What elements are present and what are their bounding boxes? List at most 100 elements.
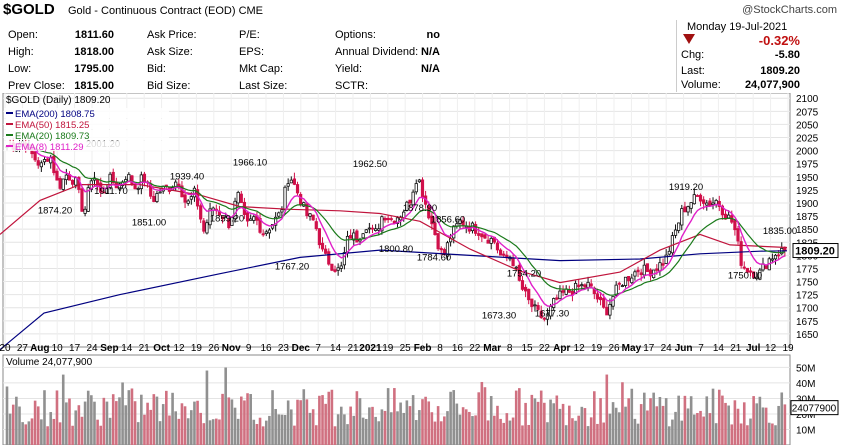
y-tick-label: 2100 bbox=[796, 94, 819, 105]
volume-bar bbox=[530, 394, 534, 445]
volume-axis: 50M 40M 30M 20M 10M 24077900 bbox=[790, 363, 839, 436]
volume-bar bbox=[274, 409, 277, 445]
volume-bar bbox=[583, 408, 587, 445]
volume-bar bbox=[449, 391, 452, 445]
candle-body bbox=[189, 196, 193, 200]
volume-bar bbox=[614, 407, 618, 445]
candle-body bbox=[498, 249, 503, 256]
candle-body bbox=[64, 174, 68, 181]
volume-bar bbox=[343, 414, 346, 445]
volume-bar bbox=[430, 412, 434, 445]
volume-bar bbox=[421, 399, 424, 445]
x-tick-label: Jul bbox=[746, 343, 761, 354]
x-tick-label: 27 bbox=[17, 343, 29, 354]
volume-bar bbox=[99, 425, 103, 445]
candle-body bbox=[277, 212, 281, 217]
y-tick-label: 1650 bbox=[796, 330, 819, 341]
x-tick-label: 19 bbox=[782, 343, 794, 354]
candle-body bbox=[595, 293, 600, 300]
summary-box: Monday 19-Jul-2021 -0.32% Chg: -5.80 Las… bbox=[676, 20, 840, 92]
quote-label: Prev Close: bbox=[8, 80, 65, 92]
volume-bar bbox=[783, 404, 787, 445]
candle-body bbox=[249, 218, 253, 221]
volume-bar bbox=[249, 394, 252, 445]
x-tick-label: 24 bbox=[661, 343, 673, 354]
volume-bar bbox=[596, 423, 599, 445]
y-tick-label: 2000 bbox=[796, 147, 819, 158]
y-tick-label: 1900 bbox=[796, 199, 819, 210]
volume-bar bbox=[461, 407, 465, 445]
volume-bar bbox=[655, 406, 659, 445]
candle-body bbox=[667, 250, 671, 255]
volume-bar bbox=[58, 422, 62, 445]
x-tick-label: 16 bbox=[260, 343, 272, 354]
volume-bar bbox=[546, 422, 549, 445]
price-annotations: 2001.201874.201911.701966.101939.401851.… bbox=[38, 139, 797, 322]
candle-body bbox=[673, 229, 678, 236]
volume-bar bbox=[455, 403, 459, 445]
volume-bar bbox=[752, 396, 755, 445]
volume-bar bbox=[211, 419, 215, 445]
volume-bar bbox=[15, 396, 18, 445]
candle-body bbox=[236, 191, 240, 204]
volume-bar bbox=[349, 406, 352, 445]
volume-bar bbox=[480, 381, 484, 445]
volume-bar bbox=[27, 421, 31, 445]
candle-body bbox=[636, 269, 640, 273]
candle-body bbox=[127, 173, 131, 182]
candle-body bbox=[314, 221, 318, 230]
volume-bar bbox=[736, 408, 740, 445]
volume-bar bbox=[711, 388, 715, 445]
candle-body bbox=[239, 193, 243, 203]
volume-bar bbox=[483, 387, 487, 445]
candle-body bbox=[758, 269, 762, 280]
candle-body bbox=[183, 194, 187, 203]
down-arrow-icon bbox=[683, 34, 695, 44]
volume-bar bbox=[664, 398, 668, 445]
candle-body bbox=[142, 173, 147, 183]
quote-label: SCTR: bbox=[335, 80, 368, 92]
volume-bar bbox=[571, 418, 574, 445]
last-volume-text: 24077900 bbox=[792, 404, 837, 415]
volume-bar bbox=[758, 396, 762, 445]
candle-body bbox=[458, 219, 462, 224]
y-tick-label: 1750 bbox=[796, 278, 819, 289]
candle-body bbox=[46, 158, 50, 162]
candle-body bbox=[589, 283, 593, 287]
candle-body bbox=[561, 290, 565, 293]
candle-body bbox=[527, 288, 531, 301]
volume-bar bbox=[143, 414, 146, 445]
x-tick-label: 7 bbox=[698, 343, 704, 354]
y-tick-label: 1775 bbox=[796, 264, 819, 275]
candle-body bbox=[480, 233, 484, 238]
y-tick-label: 1875 bbox=[796, 212, 819, 223]
candle-body bbox=[655, 268, 659, 271]
x-tick-label: 26 bbox=[608, 343, 620, 354]
candle-body bbox=[202, 220, 206, 232]
x-tick-label: Apr bbox=[553, 343, 570, 354]
volume-bar bbox=[486, 420, 490, 445]
quote-label: P/E: bbox=[239, 29, 260, 41]
candle-body bbox=[536, 305, 540, 310]
candle-body bbox=[642, 264, 646, 276]
candle-body bbox=[511, 257, 515, 267]
candle-body bbox=[502, 253, 506, 256]
candle-body bbox=[380, 216, 384, 232]
volume-bar bbox=[193, 401, 196, 445]
y-tick-label: 2025 bbox=[796, 134, 819, 145]
candle-body bbox=[133, 185, 137, 190]
candle-body bbox=[71, 179, 75, 185]
volume-bar bbox=[52, 418, 56, 445]
candle-body bbox=[736, 228, 740, 242]
candle-body bbox=[439, 248, 443, 251]
volume-bar bbox=[477, 392, 481, 445]
volume-bar bbox=[196, 400, 199, 445]
volume-bar bbox=[293, 425, 296, 445]
candle-body bbox=[111, 171, 115, 184]
volume-bar bbox=[608, 413, 612, 445]
x-tick-label: 14 bbox=[121, 343, 133, 354]
candle-body bbox=[633, 271, 637, 277]
volume-bar bbox=[539, 390, 543, 445]
candle-body bbox=[283, 186, 287, 210]
quote-label: Ask Price: bbox=[147, 29, 197, 41]
